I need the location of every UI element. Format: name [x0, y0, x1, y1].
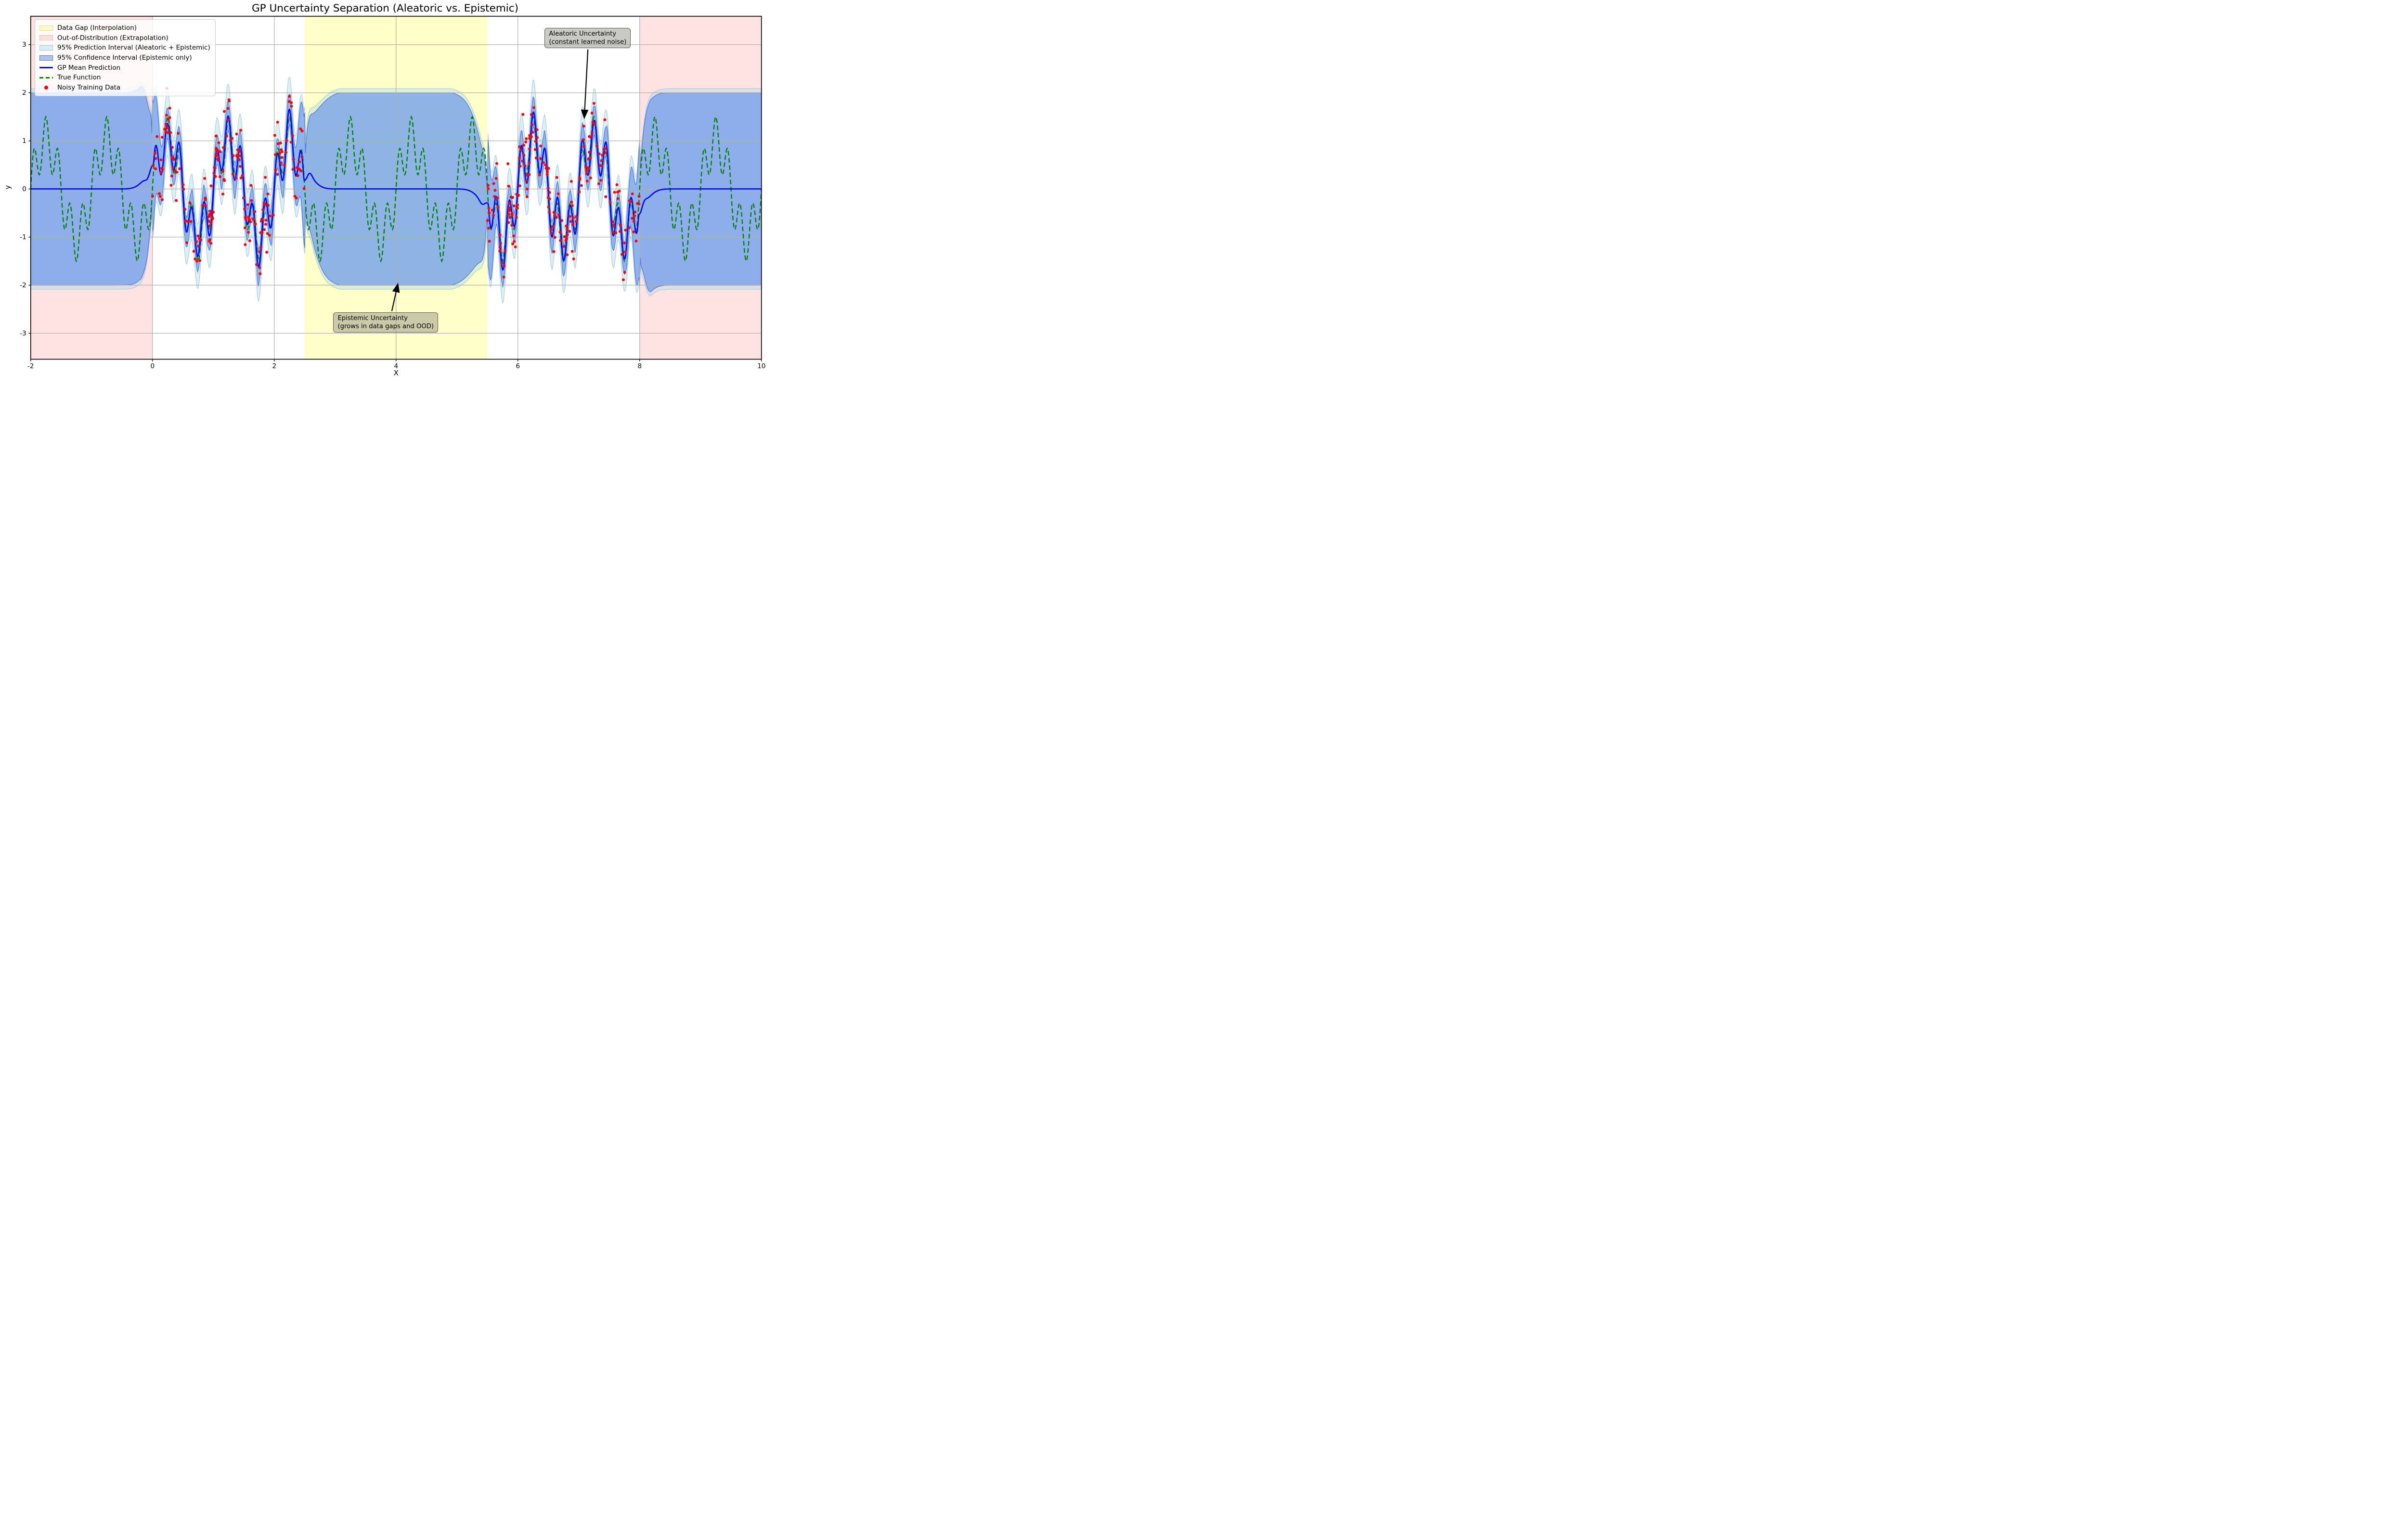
legend-item: Noisy Training Data: [39, 83, 210, 93]
true-function-line: [30, 115, 762, 263]
legend-label: True Function: [57, 74, 101, 82]
legend-label: Data Gap (Interpolation): [57, 24, 137, 32]
x-tick-label: 6: [516, 362, 520, 370]
legend-swatch-patch: [39, 35, 53, 41]
x-tick-label: 8: [637, 362, 642, 370]
x-tick-label: 2: [272, 362, 276, 370]
legend-label: 95% Prediction Interval (Aleatoric + Epi…: [57, 44, 210, 52]
legend-label: Noisy Training Data: [57, 83, 121, 91]
y-tick-label: 0: [22, 185, 26, 193]
legend-label: Out-of-Distribution (Extrapolation): [57, 34, 168, 42]
x-tick-label: 0: [150, 362, 155, 370]
y-tick-label: 3: [22, 41, 26, 49]
legend: Data Gap (Interpolation) Out-of-Distribut…: [35, 19, 216, 97]
epistemic-annotation: Epistemic Uncertainty (grows in data gap…: [333, 312, 439, 333]
x-tick-label: 10: [757, 362, 765, 370]
y-tick-label: -1: [20, 233, 26, 241]
y-tick-label: 1: [22, 137, 26, 145]
legend-swatch-patch: [39, 45, 53, 51]
legend-item: Data Gap (Interpolation): [39, 23, 210, 33]
legend-item: 95% Confidence Interval (Epistemic only): [39, 53, 210, 63]
legend-swatch-patch: [39, 55, 53, 61]
y-axis-label: y: [3, 185, 12, 190]
legend-label: 95% Confidence Interval (Epistemic only): [57, 54, 192, 62]
scatter-noisy-training-data: [151, 87, 641, 282]
x-axis-label: X: [393, 369, 399, 377]
figure: GP Uncertainty Separation (Aleatoric vs.…: [0, 0, 770, 385]
aleatoric-arrow: [581, 49, 589, 119]
y-tick-label: 2: [22, 89, 26, 97]
plot-canvas: -2 0 2 4 6 8 10 -3 -2 -1 0 1 2 3: [20, 15, 765, 370]
x-tick-label: 4: [394, 362, 398, 370]
chart-title: GP Uncertainty Separation (Aleatoric vs.…: [252, 2, 518, 14]
legend-swatch-dashed-line: [39, 77, 53, 78]
y-tick-label: -3: [20, 330, 26, 337]
epistemic-arrow: [391, 282, 400, 311]
legend-item: Out-of-Distribution (Extrapolation): [39, 33, 210, 43]
aleatoric-annotation: Aleatoric Uncertainty (constant learned …: [544, 27, 631, 49]
legend-swatch-marker: [44, 86, 48, 90]
legend-item: True Function: [39, 73, 210, 83]
legend-item: GP Mean Prediction: [39, 63, 210, 73]
legend-label: GP Mean Prediction: [57, 64, 121, 72]
legend-item: 95% Prediction Interval (Aleatoric + Epi…: [39, 43, 210, 53]
legend-swatch-line: [39, 66, 53, 69]
x-tick-label: -2: [27, 362, 34, 370]
legend-swatch-patch: [39, 25, 53, 31]
y-tick-label: -2: [20, 282, 26, 289]
